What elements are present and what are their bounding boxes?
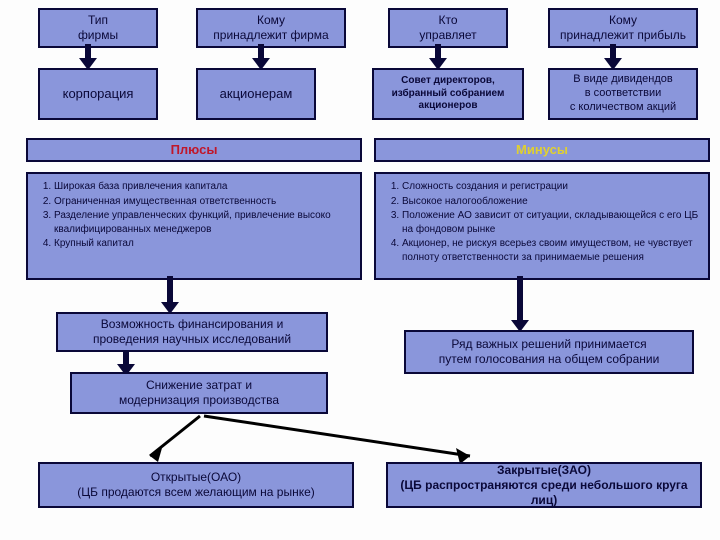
plus-chain-0: Возможность финансирования ипроведения н…	[56, 312, 328, 352]
header-box-3: Комупринадлежит прибыль	[548, 8, 698, 48]
answer-box-0: корпорация	[38, 68, 158, 120]
answer-box-3: В виде дивидендовв соответствиис количес…	[548, 68, 698, 120]
minus-conclusion: Ряд важных решений принимаетсяпутем голо…	[404, 330, 694, 374]
list-item: Крупный капитал	[54, 237, 354, 251]
header-box-2: Ктоуправляет	[388, 8, 508, 48]
answer-box-1: акционерам	[196, 68, 316, 120]
header-box-0: Типфирмы	[38, 8, 158, 48]
minus-label: Минусы	[374, 138, 710, 162]
bottom-open: Открытые(ОАО)(ЦБ продаются всем желающим…	[38, 462, 354, 508]
answer-box-2: Совет директоров, избранный собранием ак…	[372, 68, 524, 120]
list-item: Разделение управленческих функций, привл…	[54, 209, 354, 236]
minus-list: Сложность создания и регистрацииВысокое …	[374, 172, 710, 280]
plus-list: Широкая база привлечения капиталаОгранич…	[26, 172, 362, 280]
list-item: Сложность создания и регистрации	[402, 180, 702, 194]
list-item: Ограниченная имущественная ответственнос…	[54, 195, 354, 209]
plus-label: Плюсы	[26, 138, 362, 162]
list-item: Широкая база привлечения капитала	[54, 180, 354, 194]
bottom-closed: Закрытые(ЗАО)(ЦБ распространяются среди …	[386, 462, 702, 508]
plus-chain-1: Снижение затрат имодернизация производст…	[70, 372, 328, 414]
list-item: Высокое налогообложение	[402, 195, 702, 209]
list-item: Положение АО зависит от ситуации, склады…	[402, 209, 702, 236]
header-box-1: Комупринадлежит фирма	[196, 8, 346, 48]
list-item: Акционер, не рискуя всерьез своим имущес…	[402, 237, 702, 264]
